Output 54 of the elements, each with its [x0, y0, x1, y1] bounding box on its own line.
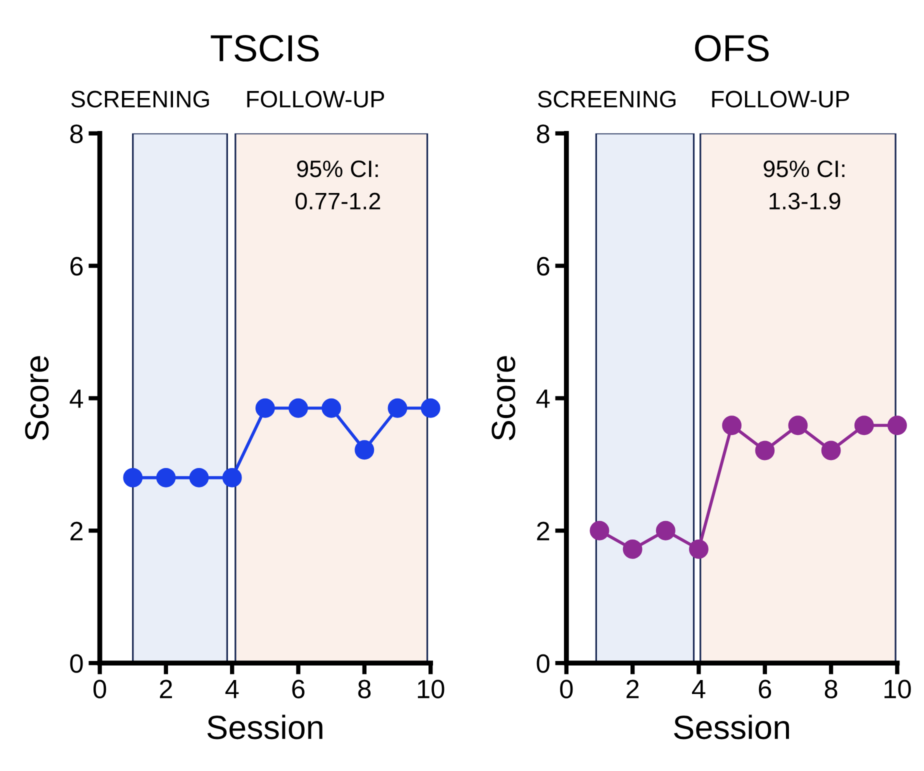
x-tick-label: 6 — [758, 680, 772, 698]
x-tick-label: 8 — [824, 680, 838, 698]
y-tick-label: 6 — [537, 256, 550, 276]
x-tick-label: 4 — [692, 680, 706, 698]
x-tick-label: 6 — [292, 680, 304, 698]
band-label: SCREENING — [538, 90, 676, 108]
x-tick-label: 2 — [160, 680, 172, 698]
y-tick-label: 6 — [70, 256, 83, 276]
point — [656, 520, 676, 540]
y-axis-title: Score — [25, 356, 49, 440]
point — [887, 416, 907, 436]
y-tick-label: 8 — [70, 124, 83, 144]
x-tick-label: 4 — [225, 680, 239, 698]
annotation: 95% CI: 1.3-1.9 — [764, 160, 844, 210]
point — [189, 468, 209, 488]
point — [255, 398, 275, 418]
point — [354, 440, 374, 460]
band-label: FOLLOW-UP — [712, 90, 850, 108]
x-axis-title: Session — [207, 714, 322, 740]
x-tick-label: 0 — [93, 680, 106, 698]
band-label: FOLLOW-UP — [247, 90, 384, 108]
point — [123, 468, 143, 488]
point — [322, 398, 342, 418]
band-label: SCREENING — [71, 90, 209, 108]
point — [156, 468, 176, 488]
y-tick-label: 0 — [70, 654, 83, 673]
y-tick-label: 2 — [70, 522, 82, 540]
point — [788, 416, 808, 436]
chart-title: TSCIS — [210, 34, 319, 62]
x-tick-label: 8 — [358, 680, 371, 698]
point — [388, 398, 408, 418]
point — [689, 539, 708, 559]
x-tick-label: 10 — [418, 680, 444, 698]
x-tick-label: 10 — [884, 680, 911, 698]
point — [821, 440, 841, 460]
y-tick-label: 8 — [536, 124, 550, 144]
point — [622, 539, 642, 559]
x-axis-title: Session — [674, 714, 789, 740]
y-axis-title: Score — [492, 356, 516, 440]
y-tick-label: 4 — [536, 390, 550, 408]
chart-title: OFS — [695, 34, 769, 62]
point — [288, 398, 308, 418]
x-tick-label: 2 — [626, 680, 639, 698]
point — [222, 468, 242, 488]
y-tick-label: 2 — [537, 522, 550, 540]
point — [722, 416, 742, 436]
y-tick-label: 4 — [70, 390, 84, 408]
y-tick-label: 0 — [536, 654, 550, 673]
point — [420, 398, 440, 418]
point — [755, 440, 775, 460]
x-tick-label: 0 — [560, 680, 573, 698]
point — [854, 416, 874, 436]
annotation: 95% CI: 0.77-1.2 — [296, 160, 380, 210]
point — [590, 520, 610, 540]
